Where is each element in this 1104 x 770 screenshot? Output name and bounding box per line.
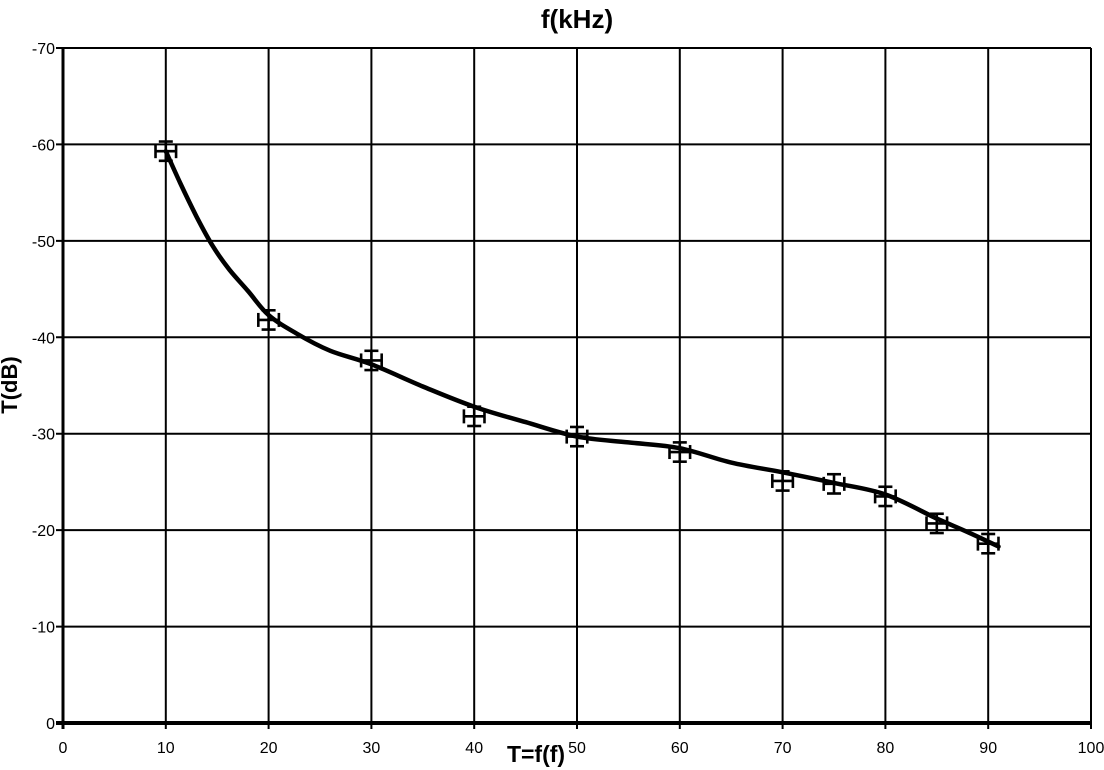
y-axis-tick-labels: -70 -60 -50 -40 -30 -20 -10 0 — [32, 41, 55, 733]
x-tick-label: 90 — [979, 740, 997, 757]
data-point-error-bar — [154, 140, 178, 163]
data-point-error-bar — [771, 470, 795, 492]
fit-curve-line — [163, 148, 1001, 549]
y-tick-label: -60 — [32, 137, 55, 154]
x-tick-label: 70 — [774, 740, 792, 757]
data-point-error-bar — [462, 405, 486, 428]
chart-title: f(kHz) — [541, 4, 613, 34]
x-axis-title: T=f(f) — [507, 741, 565, 767]
y-axis-title: T(dB) — [0, 356, 22, 413]
y-tick-label: -50 — [32, 234, 55, 251]
data-point-error-bar — [565, 425, 589, 448]
data-point-error-bar — [257, 308, 281, 331]
y-tick-label: -20 — [32, 523, 55, 540]
x-tick-label: 100 — [1078, 740, 1104, 757]
x-tick-label: 0 — [59, 740, 68, 757]
data-point-error-bar — [668, 441, 692, 463]
x-tick-label: 20 — [260, 740, 278, 757]
fit-curve-path — [163, 148, 1001, 549]
data-point-error-bar — [359, 349, 383, 372]
grid-lines — [56, 47, 1092, 729]
x-axis-tick-labels: 0 10 20 30 40 50 60 70 80 90 100 — [59, 740, 1104, 757]
x-tick-label: 30 — [363, 740, 381, 757]
y-tick-label: -40 — [32, 330, 55, 347]
y-tick-label: 0 — [46, 716, 55, 733]
x-tick-label: 80 — [877, 740, 895, 757]
data-point-error-bar — [976, 532, 1000, 555]
data-point-error-bar — [822, 472, 846, 495]
x-tick-label: 40 — [465, 740, 483, 757]
data-points-error-bars — [154, 140, 1000, 555]
y-tick-label: -10 — [32, 620, 55, 637]
y-tick-label: -70 — [32, 41, 55, 58]
data-point-error-bar — [925, 512, 949, 535]
x-tick-label: 60 — [671, 740, 689, 757]
x-tick-label: 50 — [568, 740, 586, 757]
data-point-error-bar — [873, 485, 897, 508]
x-tick-label: 10 — [157, 740, 175, 757]
y-tick-label: -30 — [32, 427, 55, 444]
